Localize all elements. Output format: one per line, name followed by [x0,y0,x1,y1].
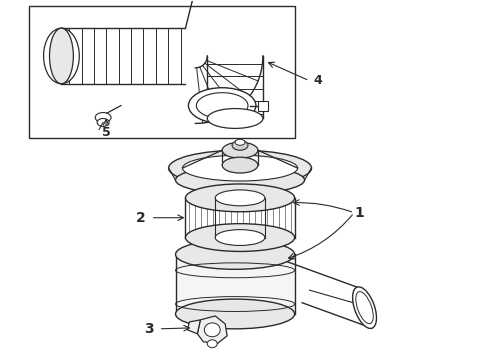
Ellipse shape [215,230,265,246]
Ellipse shape [49,28,74,84]
Ellipse shape [215,190,265,206]
Text: 4: 4 [313,74,322,87]
Ellipse shape [222,142,258,158]
Polygon shape [197,316,227,344]
Ellipse shape [182,155,297,181]
Bar [175,255,294,314]
Ellipse shape [95,113,111,122]
Bar [185,198,294,238]
Ellipse shape [44,28,79,84]
Ellipse shape [356,292,373,324]
Ellipse shape [207,109,263,129]
Ellipse shape [185,184,294,212]
Ellipse shape [169,150,312,186]
Text: 2: 2 [136,211,146,225]
Text: 5: 5 [102,126,110,139]
Ellipse shape [232,140,248,150]
Ellipse shape [204,323,220,337]
Bar [258,100,268,111]
Polygon shape [188,320,200,334]
Ellipse shape [189,88,256,123]
Ellipse shape [196,93,248,118]
Ellipse shape [235,139,245,145]
Ellipse shape [207,340,217,348]
Ellipse shape [353,287,376,328]
Bar [29,6,294,138]
Ellipse shape [185,224,294,251]
Text: 1: 1 [354,206,364,220]
Ellipse shape [175,299,294,329]
Ellipse shape [175,239,294,269]
Ellipse shape [222,157,258,173]
Ellipse shape [97,118,109,126]
Ellipse shape [175,166,305,194]
Text: 3: 3 [144,322,153,336]
